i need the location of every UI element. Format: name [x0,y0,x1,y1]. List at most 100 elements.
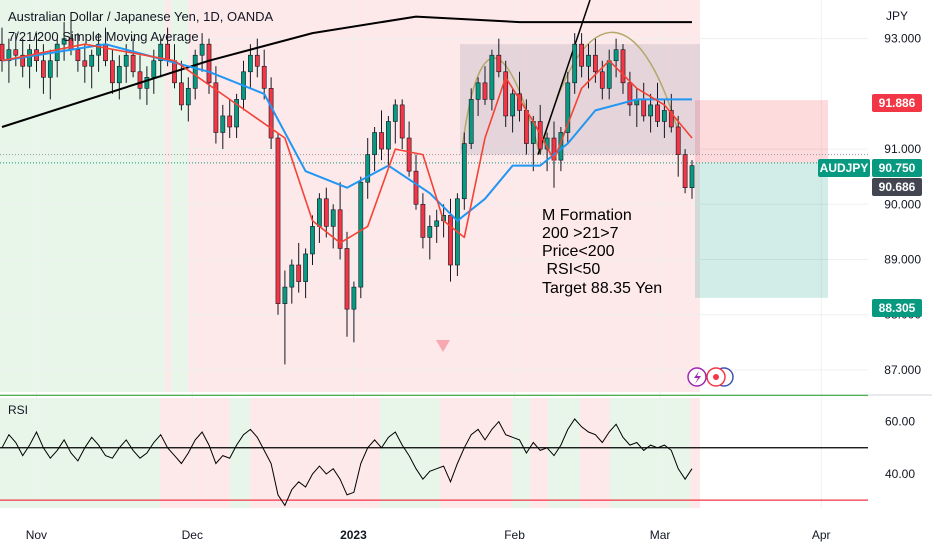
rsi-bullish-zone-3 [512,398,530,508]
m-formation-annotation[interactable]: M Formation 200 >21>7 Price<200 RSI<50 T… [542,207,662,297]
candle-body-28 [192,54,198,89]
candle-body-26 [179,82,184,106]
candle-body-91 [627,82,633,106]
candle-body-6 [41,60,46,78]
candle-body-60 [413,170,419,205]
candle-body-72 [496,54,502,73]
candle-body-46 [317,198,322,227]
candle-body-69 [475,82,481,100]
rsi-tick-label-1: 40.00 [885,467,915,481]
candle-body-95 [655,104,660,122]
price-tick-label-2: 90.000 [884,197,921,211]
candle-body-63 [434,220,440,227]
rsi-panel [0,394,868,507]
indicator-legend: 7/21/200 Simple Moving Average [8,29,199,44]
candle-body-17 [116,65,122,84]
candle-body-53 [365,154,371,183]
time-tick-label-5: Apr [812,528,831,542]
candle-body-98 [675,126,681,155]
annotation-line-2: 200 >21>7 [542,225,619,242]
sell-signal-icon [436,340,450,352]
candle-body-90 [620,49,626,84]
price-tick-label-5: 87.000 [884,363,921,377]
candle-body-11 [75,49,81,62]
candle-body-37 [254,54,260,67]
candle-body-21 [144,76,150,89]
candle-body-18 [123,54,129,67]
candle-body-62 [427,226,433,238]
candle-body-57 [392,104,398,122]
rsi-bullish-zone-2 [380,398,440,508]
target-price-tag: 88.305 [872,299,922,317]
candle-body-14 [96,43,101,56]
rsi-line [1,418,693,507]
candle-body-93 [641,99,647,117]
level-price-tag: 90.686 [872,178,922,196]
bearish-zone-strip [165,0,171,392]
candle-body-55 [379,132,384,150]
candle-body-33 [227,115,233,128]
candle-body-54 [372,132,377,155]
candle-body-94 [648,104,653,117]
candle-body-73 [503,71,509,117]
candle-body-36 [248,54,253,73]
candle-body-49 [337,209,343,249]
current-price-tag: AUDJPY 90.750 [818,159,922,177]
sma-200-line [1,15,692,128]
stop-price-tag: 91.886 [872,94,922,112]
candle-body-24 [165,43,170,62]
candle-body-56 [386,121,391,150]
candle-body-16 [110,60,115,84]
candle-body-9 [61,38,67,45]
candle-body-20 [137,71,143,89]
event-dot [713,374,719,380]
time-tick-label-2: 2023 [340,528,367,542]
time-tick-label-0: Nov [26,528,47,542]
target-price-label: 88.305 [879,301,916,315]
candle-body-41 [282,286,288,304]
sma-7-line [1,43,693,244]
trend-line [537,0,591,155]
candle-body-61 [420,203,426,238]
sma-21-line [1,43,692,222]
candle-body-43 [296,264,302,282]
candle-body-96 [662,110,667,122]
candle-body-38 [261,65,267,89]
candle-body-31 [213,82,219,133]
candle-body-3 [20,54,26,67]
candle-body-74 [510,93,515,117]
candle-body-100 [689,165,695,189]
candle-body-42 [289,264,295,288]
price-tick-label-0: 93.000 [884,32,921,46]
price-tick-label-3: 89.000 [884,252,921,266]
candle-body-2 [13,49,19,56]
currency-label: JPY [886,9,908,23]
events-icons[interactable] [687,367,734,387]
rsi-title: RSI [8,403,29,417]
annotation-line-4: RSI<50 [542,261,600,278]
price-tick-label-1: 91.000 [884,142,921,156]
candle-body-76 [524,110,529,144]
candle-body-27 [185,88,191,106]
candle-body-88 [606,60,612,89]
candle-body-39 [268,88,274,139]
candle-body-45 [310,226,315,255]
moving-averages [1,15,693,244]
candle-body-89 [613,49,619,62]
candle-body-70 [482,82,488,100]
candle-body-68 [468,99,474,144]
candle-body-19 [130,54,136,73]
rsi-bullish-zone-0 [0,398,160,508]
candle-body-99 [682,154,688,189]
candle-body-82 [565,82,571,133]
chart-title: Australian Dollar / Japanese Yen, 1D, OA… [8,9,274,24]
candle-body-12 [82,60,88,67]
lightning-glyph-icon [694,371,701,384]
rsi-bullish-zone-4 [548,398,580,508]
current-price-label: 90.750 [879,161,916,175]
candle-body-30 [206,43,212,84]
candle-body-71 [489,54,495,100]
candle-body-52 [358,181,364,288]
